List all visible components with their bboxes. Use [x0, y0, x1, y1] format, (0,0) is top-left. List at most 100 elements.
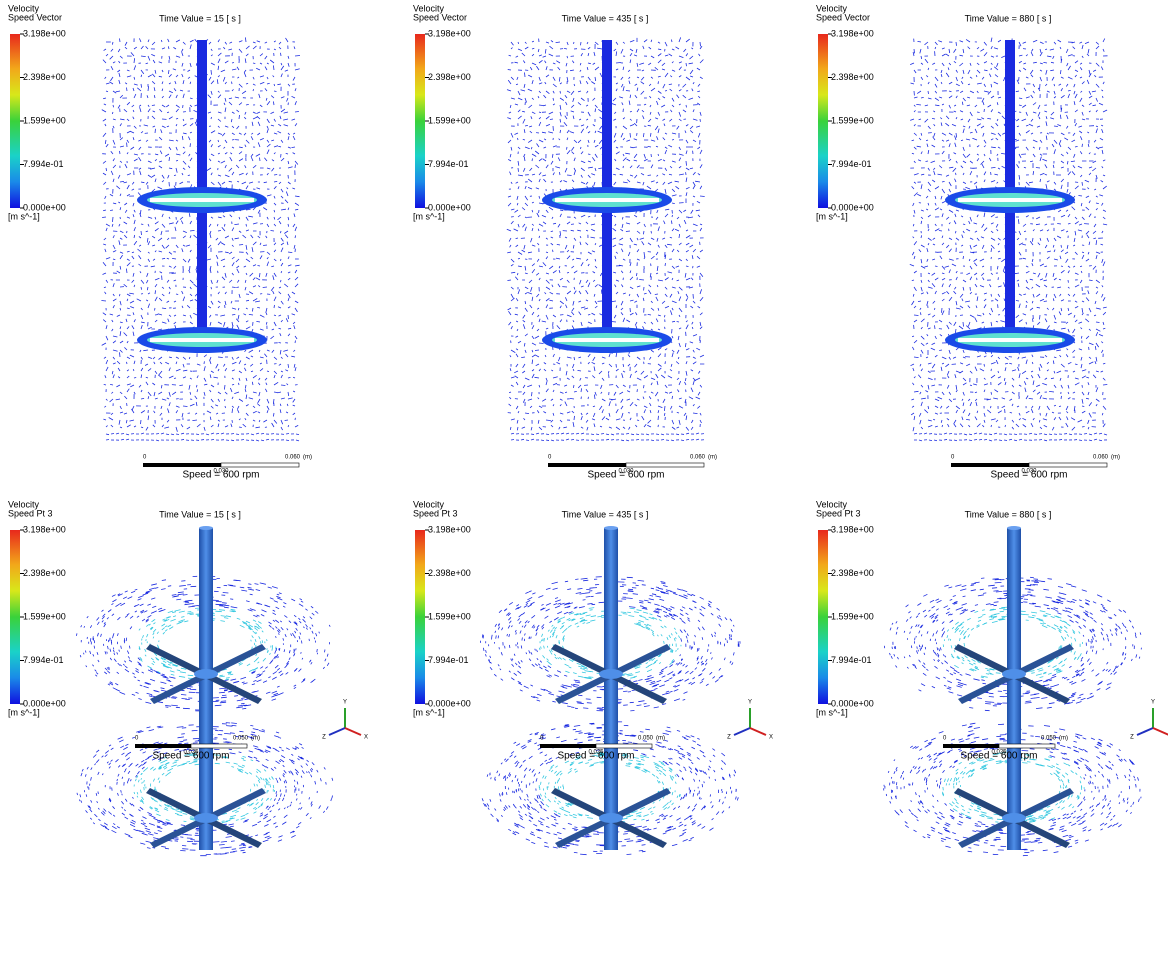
time-label: Time Value = 15 [ s ]: [159, 13, 241, 23]
legend-unit: [m s^-1]: [816, 707, 848, 717]
legend-subtitle: Speed Vector: [8, 12, 62, 22]
caption: Speed = 600 rpm: [961, 751, 1038, 762]
legend-unit: [m s^-1]: [413, 211, 445, 221]
scale-label: 0.050: [233, 736, 249, 742]
legend-title: Velocity: [8, 3, 40, 13]
legend-tick-label: 7.994e-01: [23, 159, 64, 169]
scale-label: 0: [540, 736, 544, 742]
scale-bar-dark: [943, 744, 999, 748]
legend-tick-label: 0.000e+00: [428, 698, 471, 708]
scale-bar-light: [625, 462, 705, 468]
caption: Speed = 600 rpm: [991, 470, 1068, 481]
time-label: Time Value = 880 [ s ]: [965, 13, 1052, 23]
colorbar: [818, 34, 828, 208]
time-label: Time Value = 435 [ s ]: [562, 13, 649, 23]
hub: [1002, 669, 1026, 679]
colorbar: [10, 530, 20, 704]
scale-label: 0.060: [1093, 455, 1109, 461]
legend-tick-label: 7.994e-01: [428, 159, 469, 169]
legend-tick-label: 0.000e+00: [23, 698, 66, 708]
legend-title: Velocity: [413, 3, 445, 13]
legend-tick-label: 1.599e+00: [831, 115, 874, 125]
legend-tick-label: 1.599e+00: [428, 115, 471, 125]
legend-tick-label: 2.398e+00: [428, 568, 471, 578]
axis-label: Y: [343, 700, 347, 706]
legend-tick-label: 1.599e+00: [428, 611, 471, 621]
colorbar: [415, 34, 425, 208]
legend-tick-label: 2.398e+00: [23, 568, 66, 578]
legend-subtitle: Speed Pt 3: [413, 508, 458, 518]
legend-tick-label: 1.599e+00: [23, 611, 66, 621]
legend-tick-label: 0.000e+00: [831, 698, 874, 708]
hub: [194, 813, 218, 823]
scale-bar-light: [190, 743, 248, 749]
legend-tick-label: 7.994e-01: [831, 655, 872, 665]
scale-label: 0: [143, 455, 147, 461]
colorbar: [415, 530, 425, 704]
axis-label: X: [769, 735, 773, 741]
legend-tick-label: 2.398e+00: [831, 568, 874, 578]
legend-unit: [m s^-1]: [8, 707, 40, 717]
scale-label: 0: [951, 455, 955, 461]
scale-label: 0.030: [618, 469, 634, 475]
legend-tick-label: 3.198e+00: [428, 28, 471, 38]
axis-z: [1136, 727, 1154, 736]
caption: Speed = 600 rpm: [153, 751, 230, 762]
scale-label: (m): [1111, 455, 1120, 461]
scale-label: (m): [1059, 736, 1068, 742]
legend-tick-label: 3.198e+00: [831, 524, 874, 534]
shaft-top: [1007, 526, 1021, 530]
legend-tick-label: 2.398e+00: [428, 72, 471, 82]
time-label: Time Value = 880 [ s ]: [965, 509, 1052, 519]
scale-label: 0.050: [638, 736, 654, 742]
legend-tick-label: 2.398e+00: [23, 72, 66, 82]
legend-tick-label: 0.000e+00: [428, 202, 471, 212]
legend-tick-label: 0.000e+00: [831, 202, 874, 212]
axis-z: [328, 727, 346, 736]
legend-tick-label: 7.994e-01: [428, 655, 469, 665]
scale-label: 0.025: [588, 750, 604, 756]
legend-tick-label: 7.994e-01: [23, 655, 64, 665]
scale-label: 0: [943, 736, 947, 742]
scale-label: 0.025: [183, 750, 199, 756]
legend-subtitle: Speed Pt 3: [816, 508, 861, 518]
blade: [958, 198, 1062, 202]
scale-label: (m): [251, 736, 260, 742]
axis-x: [344, 727, 362, 736]
scale-bar-dark: [135, 744, 191, 748]
legend-tick-label: 7.994e-01: [831, 159, 872, 169]
scale-label: 0.030: [213, 469, 229, 475]
legend-tick-label: 3.198e+00: [23, 28, 66, 38]
colorbar: [10, 34, 20, 208]
hub: [599, 669, 623, 679]
hub: [599, 813, 623, 823]
legend-tick-label: 3.198e+00: [831, 28, 874, 38]
axis-z: [733, 727, 751, 736]
scale-label: 0: [548, 455, 552, 461]
scale-bar-light: [220, 462, 300, 468]
hub: [1002, 813, 1026, 823]
scale-bar-dark: [548, 463, 626, 467]
scale-label: 0.030: [1021, 469, 1037, 475]
blade: [958, 338, 1062, 342]
legend-unit: [m s^-1]: [816, 211, 848, 221]
shaft-top: [199, 526, 213, 530]
axis-label: Z: [1130, 735, 1134, 741]
axis-x: [749, 727, 767, 736]
blade: [555, 198, 659, 202]
shaft: [199, 528, 213, 850]
shaft: [1007, 528, 1021, 850]
scale-bar-dark: [143, 463, 221, 467]
vector-field-core: [941, 606, 1085, 826]
shaft: [604, 528, 618, 850]
legend-unit: [m s^-1]: [8, 211, 40, 221]
legend-tick-label: 0.000e+00: [23, 202, 66, 212]
blade: [555, 338, 659, 342]
scale-label: 0.025: [991, 750, 1007, 756]
axis-label: Y: [1151, 700, 1155, 706]
legend-subtitle: Speed Vector: [816, 12, 870, 22]
legend-subtitle: Speed Pt 3: [8, 508, 53, 518]
